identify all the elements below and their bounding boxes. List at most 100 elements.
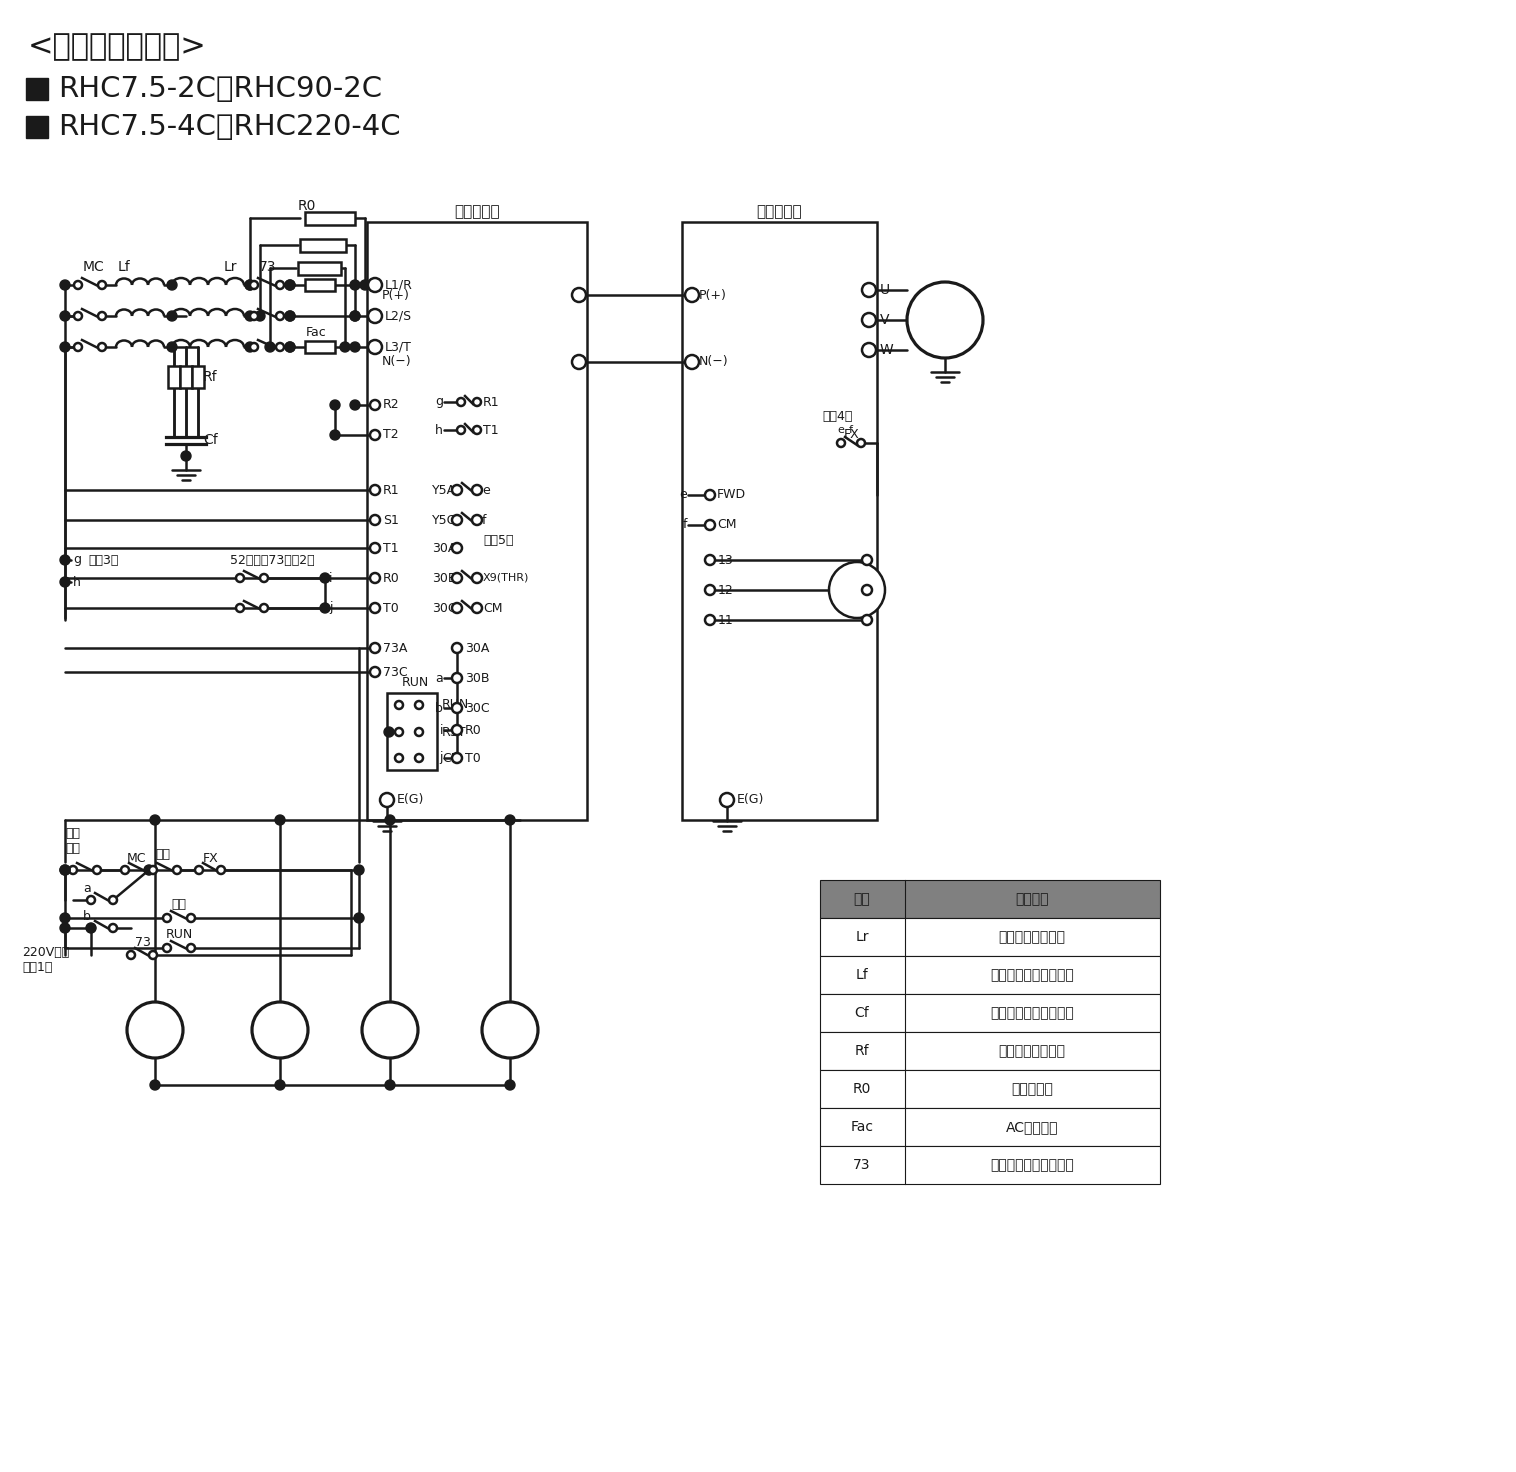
Text: R0: R0	[854, 1082, 872, 1097]
Text: 13: 13	[719, 553, 734, 567]
Text: RHC7.5-4C～RHC220-4C: RHC7.5-4C～RHC220-4C	[58, 113, 400, 141]
Text: FWD: FWD	[717, 489, 746, 502]
Circle shape	[61, 866, 70, 874]
Text: b: b	[83, 910, 91, 923]
Text: MC: MC	[127, 851, 147, 864]
Text: g: g	[73, 553, 80, 567]
Circle shape	[330, 430, 340, 440]
Circle shape	[74, 312, 82, 319]
Circle shape	[370, 515, 381, 526]
Text: MC: MC	[144, 1023, 165, 1036]
Circle shape	[505, 815, 515, 824]
Text: R0: R0	[465, 724, 482, 736]
Text: T0: T0	[465, 752, 481, 764]
Text: CM: CM	[717, 518, 737, 531]
Circle shape	[70, 866, 77, 874]
Circle shape	[236, 604, 244, 612]
Text: MC: MC	[83, 261, 105, 274]
Text: j: j	[440, 752, 443, 764]
Circle shape	[384, 727, 394, 737]
Circle shape	[252, 1002, 308, 1058]
Circle shape	[276, 343, 283, 350]
Text: CM: CM	[443, 752, 461, 764]
Circle shape	[74, 281, 82, 289]
Circle shape	[829, 562, 885, 618]
Circle shape	[863, 283, 876, 297]
Text: 11: 11	[719, 614, 734, 627]
Text: フィルタ用コンデンサ: フィルタ用コンデンサ	[990, 1005, 1073, 1020]
Circle shape	[246, 311, 255, 321]
Circle shape	[61, 866, 70, 874]
Text: FX: FX	[203, 851, 218, 864]
Circle shape	[452, 515, 462, 526]
Text: 30C: 30C	[465, 702, 490, 714]
Circle shape	[370, 604, 381, 612]
Bar	[26, 116, 49, 138]
Text: L2/S: L2/S	[385, 309, 412, 322]
Circle shape	[452, 573, 462, 583]
Circle shape	[246, 280, 255, 290]
Circle shape	[61, 342, 70, 352]
Text: 30B: 30B	[465, 671, 490, 684]
Bar	[305, 280, 335, 291]
Circle shape	[685, 355, 699, 369]
Text: ACヒューズ: ACヒューズ	[1005, 1120, 1058, 1133]
Text: Lf: Lf	[855, 969, 869, 982]
Bar	[180, 367, 193, 389]
Bar	[387, 693, 437, 770]
Circle shape	[61, 923, 70, 933]
Circle shape	[196, 866, 203, 874]
Circle shape	[167, 342, 177, 352]
Text: N(−): N(−)	[699, 356, 729, 368]
Text: 52または73（注2）: 52または73（注2）	[230, 553, 315, 567]
Text: Fac: Fac	[306, 265, 327, 278]
Text: 30C: 30C	[432, 602, 456, 614]
Circle shape	[255, 311, 265, 321]
Circle shape	[505, 1080, 515, 1089]
Circle shape	[340, 342, 350, 352]
Text: e: e	[482, 483, 490, 496]
Circle shape	[173, 866, 180, 874]
Text: Y5A: Y5A	[432, 483, 456, 496]
Circle shape	[99, 281, 106, 289]
Text: 73: 73	[259, 261, 276, 274]
Text: （注4）: （注4）	[822, 411, 852, 424]
Circle shape	[396, 701, 403, 710]
Circle shape	[274, 815, 285, 824]
Text: R0: R0	[297, 199, 317, 213]
Circle shape	[236, 574, 244, 581]
Text: Fac: Fac	[850, 1120, 873, 1133]
Circle shape	[246, 342, 255, 352]
Circle shape	[452, 754, 462, 762]
Bar	[820, 919, 1160, 955]
Text: Y5C: Y5C	[432, 514, 456, 527]
Circle shape	[857, 439, 866, 447]
Circle shape	[149, 866, 158, 874]
Text: 73C: 73C	[384, 665, 408, 679]
Bar	[820, 1070, 1160, 1108]
Circle shape	[415, 729, 423, 736]
Text: Lr: Lr	[855, 930, 869, 944]
Text: T1: T1	[384, 542, 399, 555]
Text: L1/R: L1/R	[385, 278, 412, 291]
Text: X9(THR): X9(THR)	[484, 573, 529, 583]
Circle shape	[74, 343, 82, 350]
Text: R2: R2	[384, 399, 400, 412]
Circle shape	[368, 309, 382, 322]
Circle shape	[350, 311, 359, 321]
Circle shape	[109, 896, 117, 904]
Circle shape	[99, 312, 106, 319]
Text: RUN: RUN	[267, 1023, 294, 1036]
Circle shape	[370, 643, 381, 654]
Circle shape	[471, 573, 482, 583]
Circle shape	[720, 793, 734, 807]
Text: Rf: Rf	[203, 369, 218, 384]
Text: 充電回路用電磁接触器: 充電回路用電磁接触器	[990, 1158, 1073, 1172]
Bar	[820, 994, 1160, 1032]
Circle shape	[186, 944, 196, 952]
Circle shape	[685, 289, 699, 302]
Circle shape	[121, 866, 129, 874]
Text: a: a	[83, 882, 91, 895]
Circle shape	[368, 340, 382, 353]
Text: 73A: 73A	[384, 642, 408, 655]
